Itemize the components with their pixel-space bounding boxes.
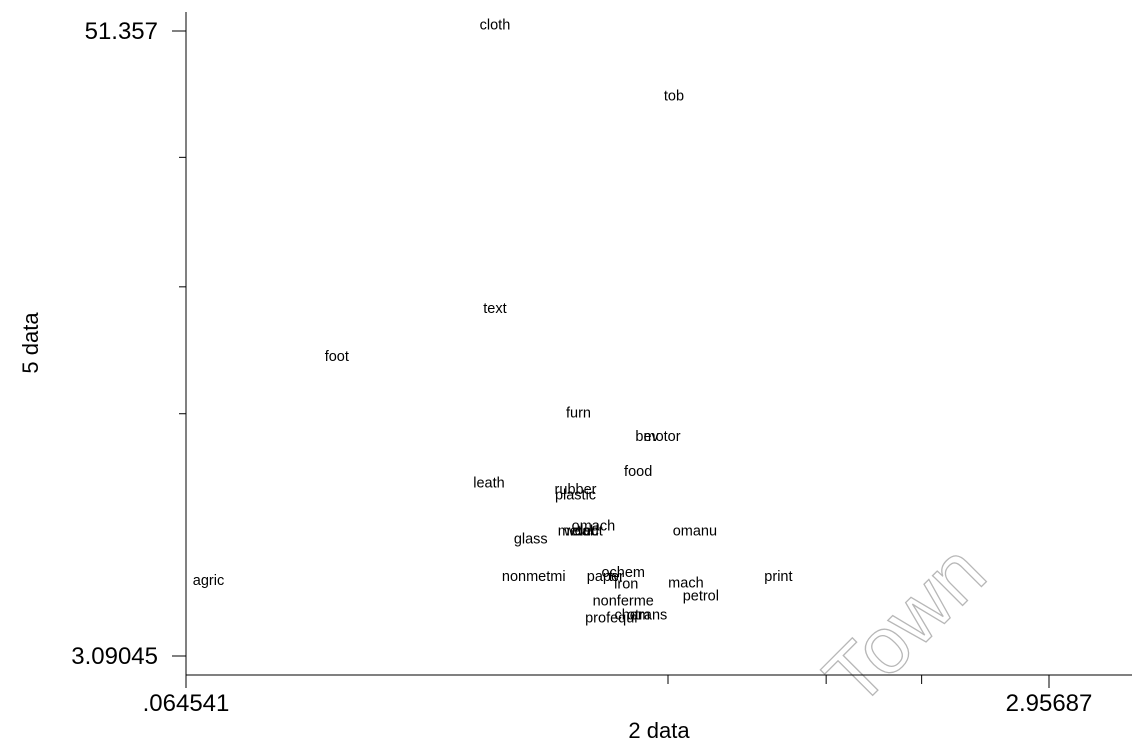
point-label-petrol: petrol	[683, 588, 719, 604]
point-label-iron: iron	[614, 577, 638, 593]
point-label-plastic: plastic	[555, 487, 596, 503]
point-label-omach: omach	[572, 518, 616, 534]
point-label-food: food	[624, 464, 652, 480]
point-label-agric: agric	[193, 573, 224, 589]
point-label-wood: wood	[563, 524, 599, 540]
point-label-furn: furn	[566, 406, 591, 422]
x-tick-label: 2.95687	[1006, 690, 1093, 717]
y-axis-ticks: 51.357 3.09045	[71, 18, 186, 670]
point-label-motor: motor	[644, 429, 681, 445]
point-label-otrans: otrans	[627, 608, 667, 624]
point-label-tob: tob	[664, 88, 684, 104]
point-label-omanu: omanu	[673, 524, 717, 540]
watermark: Town	[806, 526, 1002, 722]
x-tick-label: .064541	[143, 690, 230, 717]
point-label-tv: tv	[609, 569, 621, 585]
point-label-print: print	[764, 569, 792, 585]
point-label-metal: metal	[558, 524, 593, 540]
point-label-bev: bev	[635, 429, 659, 445]
point-label-glass: glass	[514, 531, 548, 547]
watermark-text: Town	[807, 527, 1002, 722]
point-label-ochem: ochem	[601, 565, 645, 581]
x-axis-ticks: .064541 2.95687	[143, 675, 1093, 717]
point-label-cloth: cloth	[480, 17, 511, 33]
y-axis-title: 5 data	[18, 312, 43, 374]
point-label-elect: elect	[572, 524, 603, 540]
point-label-nonferme: nonferme	[593, 593, 654, 609]
y-tick-label: 3.09045	[71, 643, 158, 670]
point-label-text: text	[483, 301, 506, 317]
point-label-foot: foot	[325, 349, 349, 365]
point-label-mach: mach	[668, 575, 703, 591]
point-label-chem: chem	[614, 608, 649, 624]
point-label-leath: leath	[473, 476, 504, 492]
y-tick-label: 51.357	[85, 18, 158, 45]
point-label-profequi: profequi	[585, 610, 637, 626]
point-label-paper: paper	[587, 569, 624, 585]
point-label-rubber: rubber	[555, 482, 597, 498]
x-axis-title: 2 data	[628, 718, 690, 743]
point-label-nonmetmi: nonmetmi	[502, 569, 566, 585]
